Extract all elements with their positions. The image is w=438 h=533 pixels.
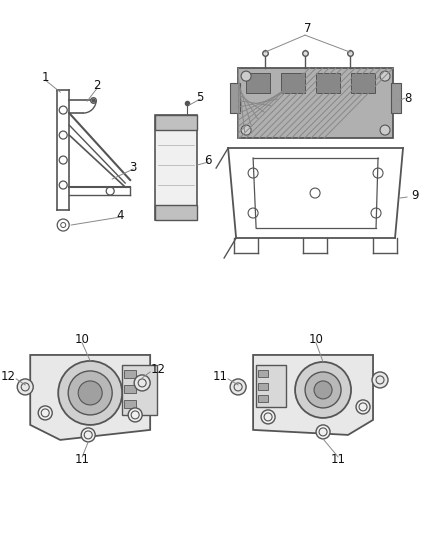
- Circle shape: [305, 372, 341, 408]
- Bar: [155, 115, 197, 220]
- Circle shape: [241, 71, 251, 81]
- Text: 11: 11: [212, 370, 228, 383]
- Text: 5: 5: [197, 91, 204, 103]
- Polygon shape: [253, 355, 373, 435]
- Bar: [155, 115, 197, 130]
- Bar: [258, 370, 268, 377]
- Text: 11: 11: [331, 454, 346, 466]
- Bar: [281, 73, 305, 93]
- Circle shape: [372, 372, 388, 388]
- Bar: [124, 385, 136, 393]
- Circle shape: [241, 125, 251, 135]
- Polygon shape: [30, 355, 150, 440]
- Text: 2: 2: [93, 78, 101, 92]
- Bar: [230, 83, 240, 113]
- Circle shape: [58, 361, 122, 425]
- Bar: [122, 365, 157, 415]
- Bar: [238, 68, 393, 138]
- Bar: [246, 73, 270, 93]
- Circle shape: [78, 381, 102, 405]
- Bar: [316, 73, 340, 93]
- Text: 4: 4: [117, 208, 124, 222]
- Bar: [124, 400, 136, 408]
- Circle shape: [380, 125, 390, 135]
- Circle shape: [38, 406, 52, 420]
- Text: 10: 10: [75, 334, 90, 346]
- Text: 11: 11: [75, 454, 90, 466]
- Text: 12: 12: [151, 364, 166, 376]
- Circle shape: [356, 400, 370, 414]
- Text: 9: 9: [411, 189, 419, 201]
- Text: 6: 6: [205, 154, 212, 166]
- Text: 8: 8: [404, 92, 412, 104]
- Circle shape: [295, 362, 351, 418]
- Circle shape: [17, 379, 33, 395]
- Circle shape: [128, 408, 142, 422]
- Text: 7: 7: [304, 22, 312, 35]
- Circle shape: [314, 381, 332, 399]
- Bar: [258, 395, 268, 402]
- Bar: [351, 73, 375, 93]
- Text: 12: 12: [1, 370, 16, 383]
- Bar: [391, 83, 401, 113]
- Bar: [124, 370, 136, 378]
- Text: 3: 3: [130, 160, 137, 174]
- Circle shape: [134, 375, 150, 391]
- Circle shape: [261, 410, 275, 424]
- Circle shape: [316, 425, 330, 439]
- Circle shape: [380, 71, 390, 81]
- Text: 1: 1: [42, 70, 49, 84]
- Bar: [258, 383, 268, 390]
- Text: 10: 10: [309, 334, 324, 346]
- Circle shape: [81, 428, 95, 442]
- Bar: [155, 205, 197, 220]
- Circle shape: [230, 379, 246, 395]
- Bar: [256, 365, 286, 407]
- Circle shape: [68, 371, 112, 415]
